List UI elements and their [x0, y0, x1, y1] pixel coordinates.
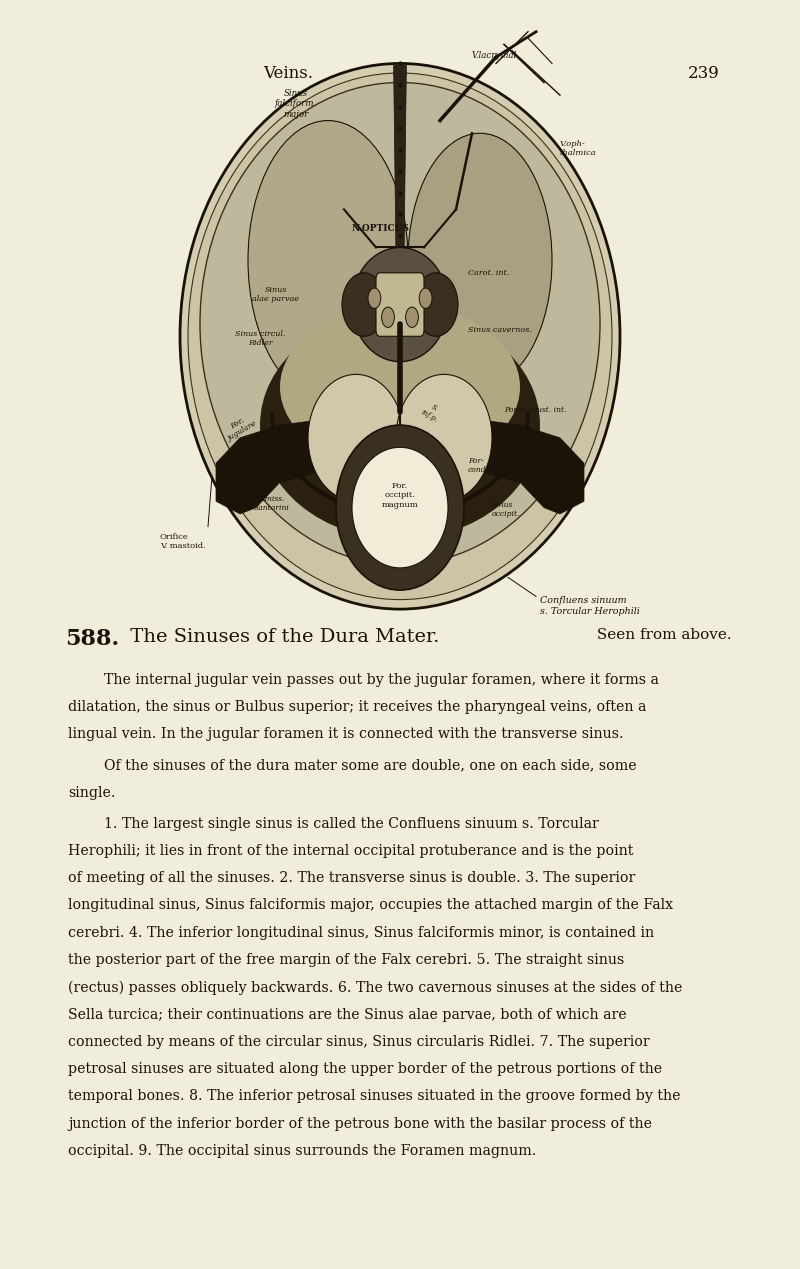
Text: connected by means of the circular sinus, Sinus circularis Ridlei. 7. The superi: connected by means of the circular sinus…	[68, 1036, 650, 1049]
Text: S.
inf.p.: S. inf.p.	[420, 400, 444, 424]
Text: The internal jugular vein passes out by the jugular foramen, where it forms a: The internal jugular vein passes out by …	[68, 673, 659, 687]
Text: Porus acust. int.: Porus acust. int.	[504, 406, 566, 414]
Text: single.: single.	[68, 786, 115, 799]
Text: temporal bones. 8. The inferior petrosal sinuses situated in the groove formed b: temporal bones. 8. The inferior petrosal…	[68, 1090, 681, 1104]
Text: The Sinuses of the Dura Mater.: The Sinuses of the Dura Mater.	[124, 628, 439, 646]
Ellipse shape	[352, 247, 448, 362]
Ellipse shape	[248, 121, 408, 400]
Circle shape	[406, 307, 418, 327]
Text: 588.: 588.	[66, 628, 120, 650]
Ellipse shape	[260, 311, 540, 539]
Text: 239: 239	[688, 65, 720, 82]
Text: V.lacrymal: V.lacrymal	[472, 51, 518, 60]
Text: V.oph-
thalmica: V.oph- thalmica	[560, 140, 597, 157]
Text: occipital. 9. The occipital sinus surrounds the Foramen magnum.: occipital. 9. The occipital sinus surrou…	[68, 1145, 536, 1159]
Text: Herophili; it lies in front of the internal occipital protuberance and is the po: Herophili; it lies in front of the inter…	[68, 844, 634, 858]
Circle shape	[368, 288, 381, 308]
Ellipse shape	[188, 72, 612, 599]
Polygon shape	[216, 406, 396, 514]
Circle shape	[382, 307, 394, 327]
FancyBboxPatch shape	[376, 273, 424, 336]
Text: Veins.: Veins.	[263, 65, 313, 82]
Text: lingual vein. In the jugular foramen it is connected with the transverse sinus.: lingual vein. In the jugular foramen it …	[68, 727, 624, 741]
Text: Seen from above.: Seen from above.	[592, 628, 732, 642]
Ellipse shape	[280, 305, 520, 470]
Text: Carot. int.: Carot. int.	[468, 269, 510, 277]
Ellipse shape	[352, 447, 448, 569]
Text: junction of the inferior border of the petrous bone with the basilar process of : junction of the inferior border of the p…	[68, 1117, 652, 1131]
Text: Emiss.
Santorini: Emiss. Santorini	[254, 495, 290, 513]
Text: Sinus cavernos.: Sinus cavernos.	[468, 326, 532, 334]
Text: the posterior part of the free margin of the Falx cerebri. 5. The straight sinus: the posterior part of the free margin of…	[68, 953, 624, 967]
Text: petrosal sinuses are situated along the upper border of the petrous portions of : petrosal sinuses are situated along the …	[68, 1062, 662, 1076]
Text: Sinus
transv.: Sinus transv.	[502, 450, 530, 476]
Polygon shape	[394, 63, 406, 324]
Text: Sella turcica; their continuations are the Sinus alae parvae, both of which are: Sella turcica; their continuations are t…	[68, 1008, 626, 1022]
Text: Sinus circul.
Ridler: Sinus circul. Ridler	[235, 330, 285, 348]
Ellipse shape	[180, 63, 620, 609]
Polygon shape	[404, 406, 584, 514]
Text: cerebri. 4. The inferior longitudinal sinus, Sinus falciformis minor, is contain: cerebri. 4. The inferior longitudinal si…	[68, 926, 654, 940]
Ellipse shape	[200, 82, 600, 565]
Text: Confluens sinuum
s. Torcular Herophili: Confluens sinuum s. Torcular Herophili	[540, 596, 640, 615]
Ellipse shape	[336, 425, 464, 590]
Ellipse shape	[414, 273, 458, 336]
Ellipse shape	[396, 374, 492, 501]
Ellipse shape	[342, 273, 386, 336]
Text: Sinus
occipit.: Sinus occipit.	[492, 501, 521, 519]
Ellipse shape	[308, 374, 404, 501]
Text: For.
jugulare: For. jugulare	[222, 412, 258, 443]
Text: Sinus
falciform.
major: Sinus falciform. major	[275, 89, 317, 118]
Text: of meeting of all the sinuses. 2. The transverse sinus is double. 3. The superio: of meeting of all the sinuses. 2. The tr…	[68, 872, 635, 886]
Text: (rectus) passes obliquely backwards. 6. The two cavernous sinuses at the sides o: (rectus) passes obliquely backwards. 6. …	[68, 981, 682, 995]
Text: N.OPTICUS: N.OPTICUS	[352, 223, 410, 233]
Text: Of the sinuses of the dura mater some are double, one on each side, some: Of the sinuses of the dura mater some ar…	[68, 759, 637, 773]
Ellipse shape	[408, 133, 552, 387]
Text: 1. The largest single sinus is called the Confluens sinuum s. Torcular: 1. The largest single sinus is called th…	[68, 817, 598, 831]
Circle shape	[419, 288, 432, 308]
Text: For.
occipit.
magnum: For. occipit. magnum	[382, 482, 418, 509]
Text: dilatation, the sinus or Bulbus superior; it receives the pharyngeal veins, ofte: dilatation, the sinus or Bulbus superior…	[68, 700, 646, 714]
Text: Orifice
V. mastoid.: Orifice V. mastoid.	[160, 533, 206, 551]
Text: longitudinal sinus, Sinus falciformis major, occupies the attached margin of the: longitudinal sinus, Sinus falciformis ma…	[68, 898, 673, 912]
Text: For-
cond.post: For- cond.post	[468, 457, 506, 475]
Text: Sinus
alae parvae: Sinus alae parvae	[253, 286, 299, 303]
